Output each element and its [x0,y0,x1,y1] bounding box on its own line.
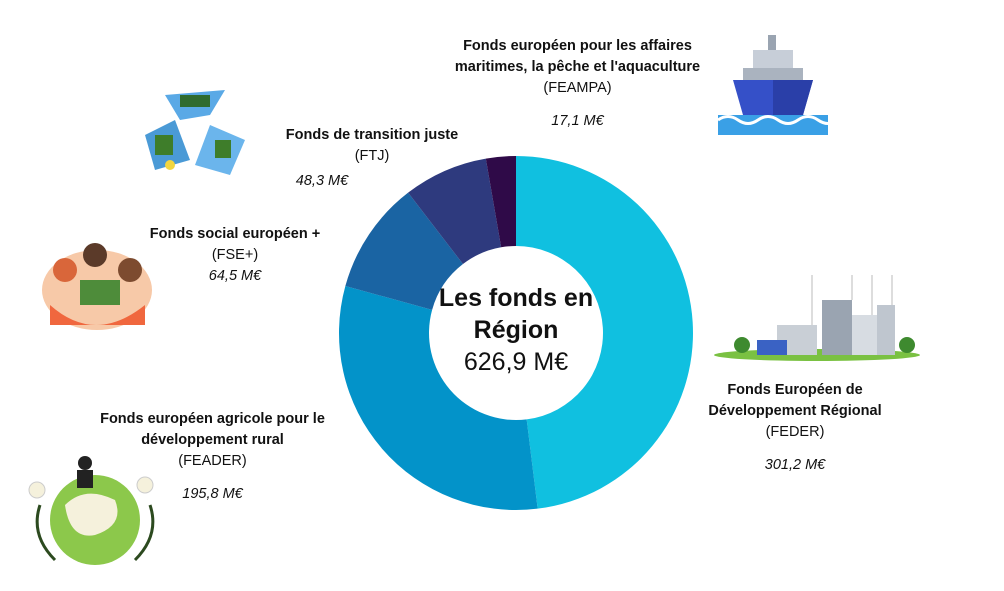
label-feampa: Fonds européen pour les affaires maritim… [425,36,730,132]
label-name: Fonds social européen + [149,226,321,242]
label-code: (FEAMPA) [543,80,612,96]
ship-icon [718,35,828,135]
label-name: Fonds Européen de Développement Régional [708,382,882,419]
label-code: (FTJ) [354,148,390,164]
donut-slice-0 [516,156,693,509]
data-label: 195,8 M€ [182,486,243,502]
donut-slice-3 [408,158,502,265]
recycle-solar-icon [145,90,245,175]
label-code: (FSE+) [211,247,259,263]
donut-slice-1 [338,285,538,510]
label-code: (FEDER) [765,424,825,440]
label-name: Fonds européen pour les affaires maritim… [454,38,701,75]
donut-slice-2 [345,192,463,310]
label-ftj: Fonds de transition juste (FTJ) 48,3 M€ [262,125,482,192]
label-feder: Fonds Européen de Développement Régional… [690,380,900,476]
donut-slice-4 [485,156,516,248]
data-label: 64,5 M€ [208,268,262,284]
chart-total: 626,9 M€ [463,348,569,376]
label-feader: Fonds européen agricole pour le développ… [90,409,335,505]
label-name: Fonds de transition juste [285,127,459,143]
chart-center: Les fonds en Région 626,9 M€ [416,282,616,378]
city-windmills-icon [714,275,920,361]
label-name: Fonds européen agricole pour le développ… [100,411,325,448]
label-fse: Fonds social européen + (FSE+) 64,5 M€ [135,224,335,287]
globe-plant-icon [28,456,155,565]
chart-title: Les fonds en Région [438,284,594,344]
label-code: (FEADER) [178,453,247,469]
data-label: 48,3 M€ [295,173,349,189]
people-group-icon [42,243,152,330]
data-label: 17,1 M€ [551,113,604,129]
data-label: 301,2 M€ [764,457,826,473]
